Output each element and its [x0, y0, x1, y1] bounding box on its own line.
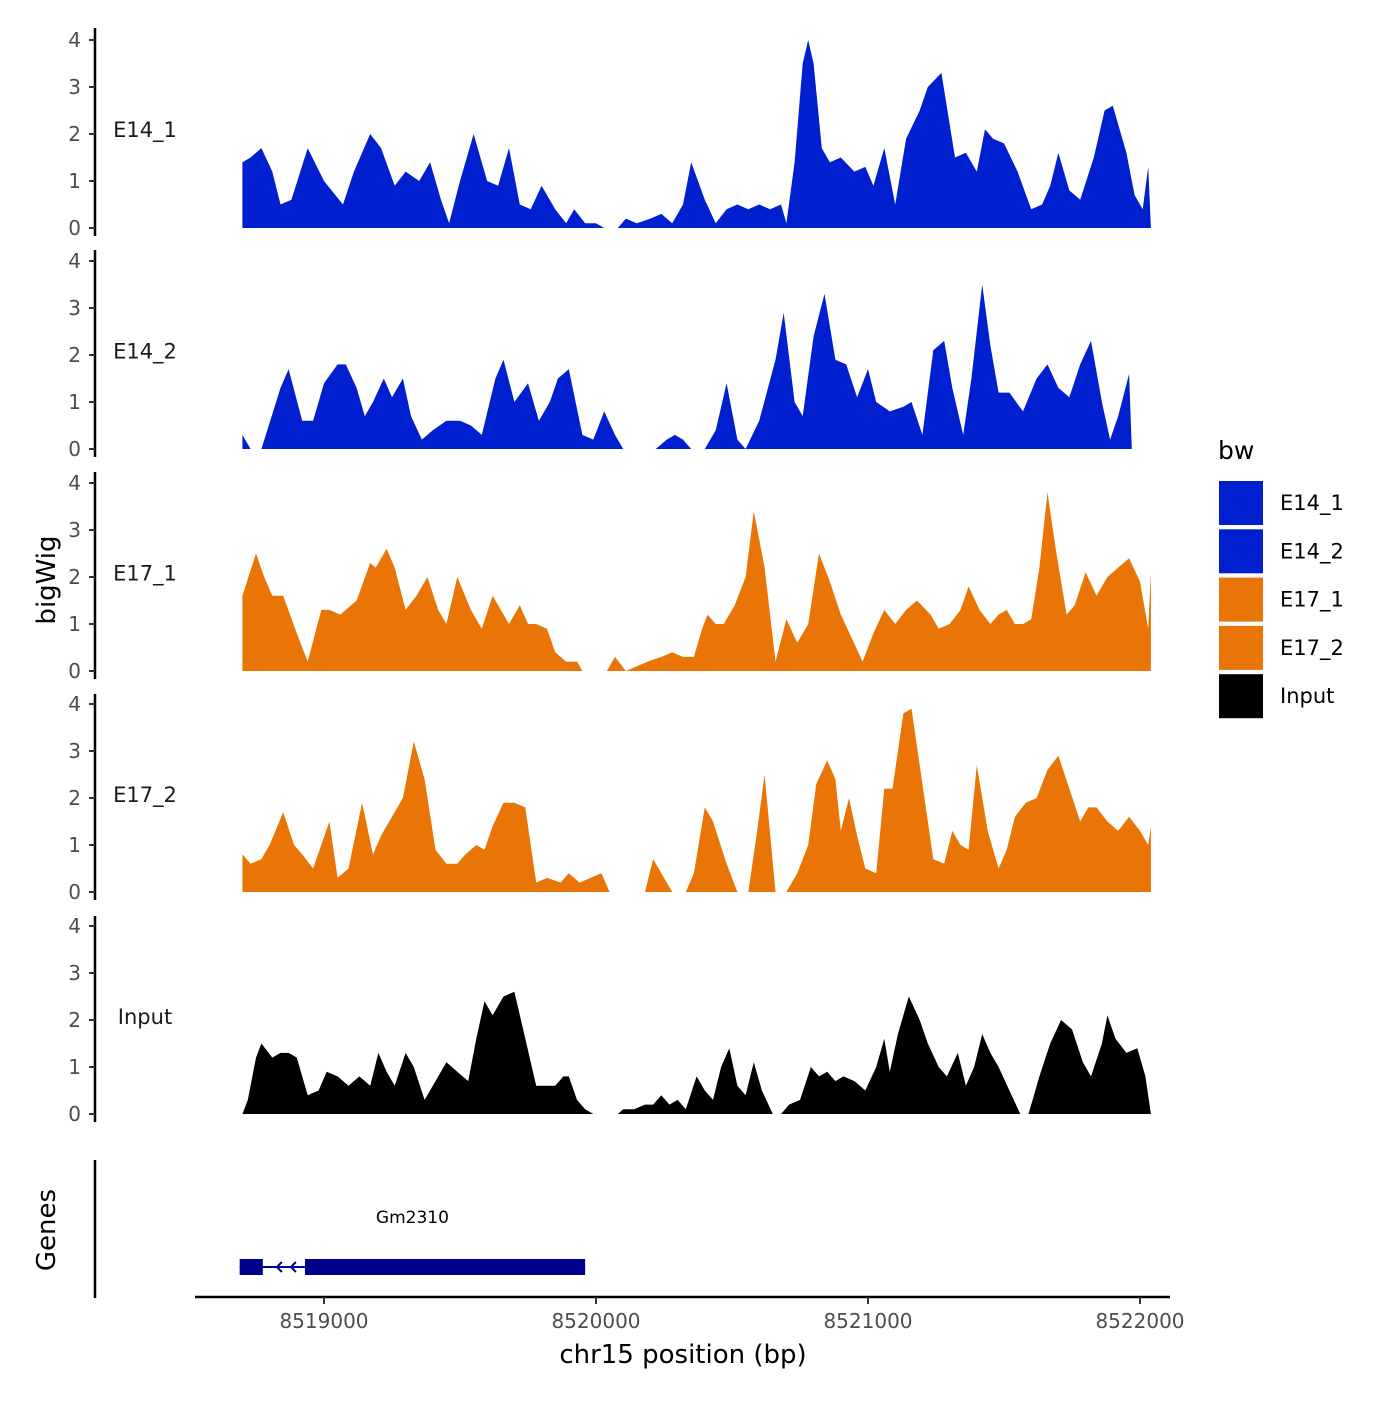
track-label: E17_2 [113, 783, 177, 808]
coverage-area-E14_1 [242, 134, 605, 228]
legend-swatch [1217, 575, 1265, 624]
strand-arrow [289, 1261, 297, 1273]
legend-label: Input [1280, 684, 1334, 708]
x-tick-label: 8522000 [1095, 1309, 1184, 1333]
y-tick-label: 3 [68, 296, 81, 320]
y-tick-label: 3 [68, 961, 81, 985]
x-tick-label: 8520000 [551, 1309, 640, 1333]
y-tick-label: 1 [68, 1055, 81, 1079]
track-label: E14_2 [113, 340, 177, 365]
track-label: E14_1 [113, 118, 177, 143]
coverage-area-Input [1028, 1015, 1151, 1114]
track-E14_1: 0 1 2 3 4 E14_1 [68, 28, 1151, 240]
legend-label: E14_1 [1280, 491, 1344, 516]
legend-swatch [1217, 527, 1265, 576]
legend-label: E14_2 [1280, 539, 1344, 564]
y-tick-label: 2 [68, 122, 81, 146]
coverage-area-E17_1 [606, 492, 1151, 671]
coverage-area-Input [242, 991, 594, 1114]
y-tick-label: 0 [68, 1102, 81, 1126]
coverage-area-E17_2 [242, 741, 610, 892]
track-E14_2: 0 1 2 3 4 E14_2 [68, 249, 1132, 461]
y-tick-label: 0 [68, 880, 81, 904]
y-tick-label: 4 [68, 692, 81, 716]
gene-Gm2310: Gm2310 [239, 1208, 586, 1275]
y-tick-label: 2 [68, 565, 81, 589]
coverage-area-E14_2 [704, 284, 1132, 449]
y-tick-label: 3 [68, 518, 81, 542]
y-tick-label: 4 [68, 249, 81, 273]
strand-arrow [275, 1261, 283, 1273]
x-axis: 8519000 8520000 8521000 8522000 [195, 1295, 1185, 1333]
coverage-area-E17_1 [242, 548, 583, 671]
track-E17_1: 0 1 2 3 4 E17_1 [68, 471, 1151, 683]
coverage-area-E14_1 [617, 40, 1151, 228]
bigwig-tracks: 0 1 2 3 4 E14_1 0 1 2 3 4 E14_2 0 1 2 3 4 E17_1 0 1 2 3 4 E17_2… [68, 28, 1151, 1126]
track-label: Input [118, 1005, 172, 1029]
track-E17_2: 0 1 2 3 4 E17_2 [68, 692, 1151, 904]
gene-name: Gm2310 [376, 1208, 449, 1228]
track-Input: 0 1 2 3 4 Input [68, 914, 1151, 1126]
y-tick-label: 3 [68, 739, 81, 763]
y-axis-label: bigWig [32, 535, 62, 624]
legend-swatch [1217, 479, 1265, 527]
legend-title: bw [1218, 436, 1254, 465]
coverage-area-Input [781, 996, 1021, 1114]
y-tick-label: 0 [68, 659, 81, 683]
y-tick-label: 4 [68, 28, 81, 52]
y-tick-label: 4 [68, 914, 81, 938]
x-tick-label: 8519000 [279, 1309, 368, 1333]
y-tick-label: 2 [68, 1008, 81, 1032]
gene-exon [239, 1259, 263, 1275]
y-tick-label: 1 [68, 612, 81, 636]
coverage-area-E17_2 [645, 859, 673, 892]
coverage-area-E17_2 [748, 774, 776, 892]
y-tick-label: 2 [68, 343, 81, 367]
coverage-area-E14_2 [655, 434, 692, 449]
coverage-area-E17_2 [786, 708, 1151, 892]
gene-exon [304, 1259, 586, 1275]
y-tick-label: 4 [68, 471, 81, 495]
genes-label: Genes [32, 1189, 62, 1271]
coverage-area-E14_2 [261, 359, 624, 449]
track-label: E17_1 [113, 562, 177, 587]
x-tick-label: 8521000 [823, 1309, 912, 1333]
legend-swatch [1217, 672, 1265, 721]
y-tick-label: 2 [68, 786, 81, 810]
y-tick-label: 3 [68, 75, 81, 99]
coverage-area-E17_2 [685, 807, 738, 892]
y-tick-label: 1 [68, 833, 81, 857]
coverage-area-E14_2 [242, 434, 251, 449]
y-tick-label: 1 [68, 390, 81, 414]
x-axis-label: chr15 position (bp) [559, 1340, 806, 1370]
coverage-area-Input [617, 1048, 773, 1114]
legend-label: E17_2 [1280, 636, 1344, 661]
y-tick-label: 0 [68, 216, 81, 240]
legend-label: E17_1 [1280, 588, 1344, 613]
y-tick-label: 0 [68, 437, 81, 461]
y-tick-label: 1 [68, 169, 81, 193]
legend: bw E14_1 E14_2 E17_1 E17_2 Input [1217, 436, 1344, 721]
legend-swatch [1217, 623, 1265, 672]
genes-panel: Gm2310 [93, 1160, 586, 1298]
